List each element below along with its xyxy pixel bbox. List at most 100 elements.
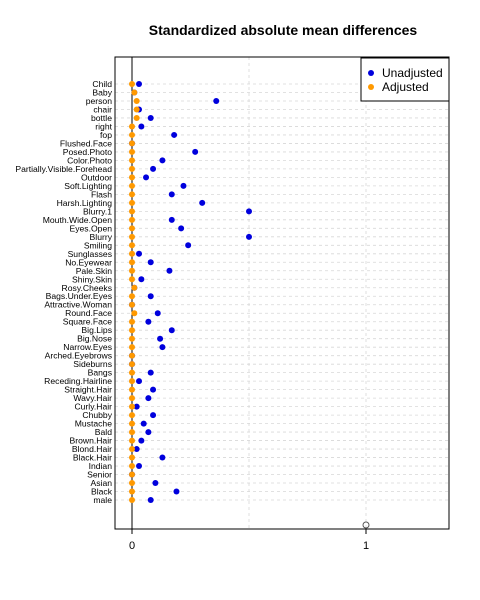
legend-marker bbox=[368, 84, 374, 90]
unadjusted-point bbox=[171, 131, 178, 138]
adjusted-point bbox=[129, 412, 135, 419]
unadjusted-point bbox=[133, 403, 140, 410]
y-tick-label: Wavy.Hair bbox=[73, 393, 112, 403]
adjusted-point bbox=[129, 148, 135, 155]
data-points bbox=[129, 81, 370, 529]
y-tick-label: Posed.Photo bbox=[63, 147, 112, 157]
unadjusted-point bbox=[147, 114, 154, 121]
y-tick-label: right bbox=[95, 121, 112, 131]
unadjusted-point bbox=[185, 242, 192, 249]
unadjusted-point bbox=[213, 97, 220, 104]
unadjusted-point bbox=[159, 157, 166, 164]
y-tick-label: Blurry bbox=[90, 232, 113, 242]
adjusted-point bbox=[129, 208, 135, 215]
unadjusted-point bbox=[136, 250, 143, 257]
y-tick-label: Flushed.Face bbox=[60, 138, 112, 148]
adjusted-point bbox=[129, 216, 135, 223]
y-tick-label: Black bbox=[91, 487, 113, 497]
y-tick-label: Arched.Eyebrows bbox=[45, 351, 112, 361]
unadjusted-point bbox=[138, 123, 145, 130]
unadjusted-point bbox=[168, 327, 175, 334]
y-tick-label: chair bbox=[93, 104, 112, 114]
y-tick-label: Big.Nose bbox=[77, 334, 112, 344]
adjusted-point bbox=[129, 81, 135, 87]
y-tick-label: male bbox=[93, 495, 112, 505]
y-tick-label: Chubby bbox=[82, 410, 112, 420]
y-tick-label: Indian bbox=[89, 461, 113, 471]
y-tick-label: Partially.Visible.Forehead bbox=[15, 164, 112, 174]
y-tick-label: Narrow.Eyes bbox=[63, 342, 112, 352]
adjusted-point bbox=[129, 403, 135, 410]
unadjusted-point bbox=[138, 276, 145, 283]
unadjusted-point bbox=[180, 182, 187, 189]
adjusted-point bbox=[129, 131, 135, 138]
unadjusted-point bbox=[150, 412, 157, 419]
y-tick-label: Smiling bbox=[84, 240, 112, 250]
unadjusted-point bbox=[145, 395, 152, 402]
y-tick-label: Rosy.Cheeks bbox=[62, 283, 112, 293]
y-tick-label: Round.Face bbox=[65, 308, 112, 318]
y-tick-label: Outdoor bbox=[81, 172, 112, 182]
chart-title: Standardized absolute mean differences bbox=[149, 22, 418, 38]
adjusted-point bbox=[129, 174, 135, 181]
y-tick-label: Asian bbox=[91, 478, 113, 488]
unadjusted-point bbox=[143, 174, 150, 181]
y-tick-label: Eyes.Open bbox=[69, 223, 112, 233]
unadjusted-point bbox=[154, 310, 161, 317]
unadjusted-point bbox=[159, 454, 166, 461]
x-tick-label: 1 bbox=[363, 540, 369, 552]
y-axis-labels: ChildBabypersonchairbottlerightfopFlushe… bbox=[15, 79, 112, 505]
y-tick-label: person bbox=[86, 96, 112, 106]
adjusted-point bbox=[129, 352, 135, 359]
unadjusted-point bbox=[147, 293, 154, 300]
plot-frame bbox=[114, 56, 450, 530]
y-tick-label: fop bbox=[100, 130, 112, 140]
y-tick-label: Curly.Hair bbox=[74, 402, 112, 412]
unadjusted-point bbox=[136, 378, 143, 385]
y-tick-label: Flash bbox=[91, 189, 112, 199]
y-tick-label: Mustache bbox=[75, 419, 112, 429]
adjusted-point bbox=[131, 89, 138, 96]
adjusted-point bbox=[129, 420, 135, 427]
y-tick-label: Bald bbox=[95, 427, 112, 437]
unadjusted-point bbox=[168, 191, 175, 198]
adjusted-point bbox=[129, 369, 135, 376]
y-tick-label: Shiny.Skin bbox=[72, 274, 112, 284]
unadjusted-point bbox=[157, 335, 164, 342]
unadjusted-point bbox=[140, 420, 147, 427]
unadjusted-point bbox=[147, 369, 154, 376]
unadjusted-point bbox=[145, 429, 152, 436]
adjusted-point bbox=[129, 361, 135, 368]
adjusted-point bbox=[129, 199, 135, 206]
adjusted-point bbox=[129, 429, 135, 436]
adjusted-point bbox=[133, 97, 140, 104]
y-tick-label: Straight.Hair bbox=[64, 385, 112, 395]
unadjusted-point bbox=[246, 208, 252, 215]
unadjusted-point bbox=[150, 386, 157, 393]
unadjusted-point bbox=[159, 344, 166, 351]
adjusted-point bbox=[129, 446, 135, 453]
y-tick-label: Big.Lips bbox=[81, 325, 112, 335]
y-tick-label: Color.Photo bbox=[67, 155, 112, 165]
adjusted-point bbox=[129, 259, 135, 266]
adjusted-point bbox=[129, 480, 135, 487]
adjusted-point bbox=[129, 276, 135, 283]
adjusted-point bbox=[129, 463, 135, 470]
adjusted-point bbox=[129, 497, 135, 503]
adjusted-point bbox=[129, 157, 135, 164]
adjusted-point bbox=[129, 386, 135, 393]
y-tick-label: Blond.Hair bbox=[72, 444, 112, 454]
unadjusted-point bbox=[133, 446, 140, 453]
legend-label: Adjusted bbox=[382, 80, 429, 94]
adjusted-point bbox=[129, 378, 135, 385]
y-tick-label: Receding.Hairline bbox=[44, 376, 112, 386]
x-tick-label: 0 bbox=[129, 540, 135, 552]
unadjusted-point bbox=[147, 497, 154, 503]
y-tick-label: Bangs bbox=[88, 368, 112, 378]
unadjusted-point bbox=[150, 165, 157, 172]
adjusted-point bbox=[129, 454, 135, 461]
unadjusted-point bbox=[168, 216, 175, 223]
unadjusted-point bbox=[152, 480, 159, 487]
